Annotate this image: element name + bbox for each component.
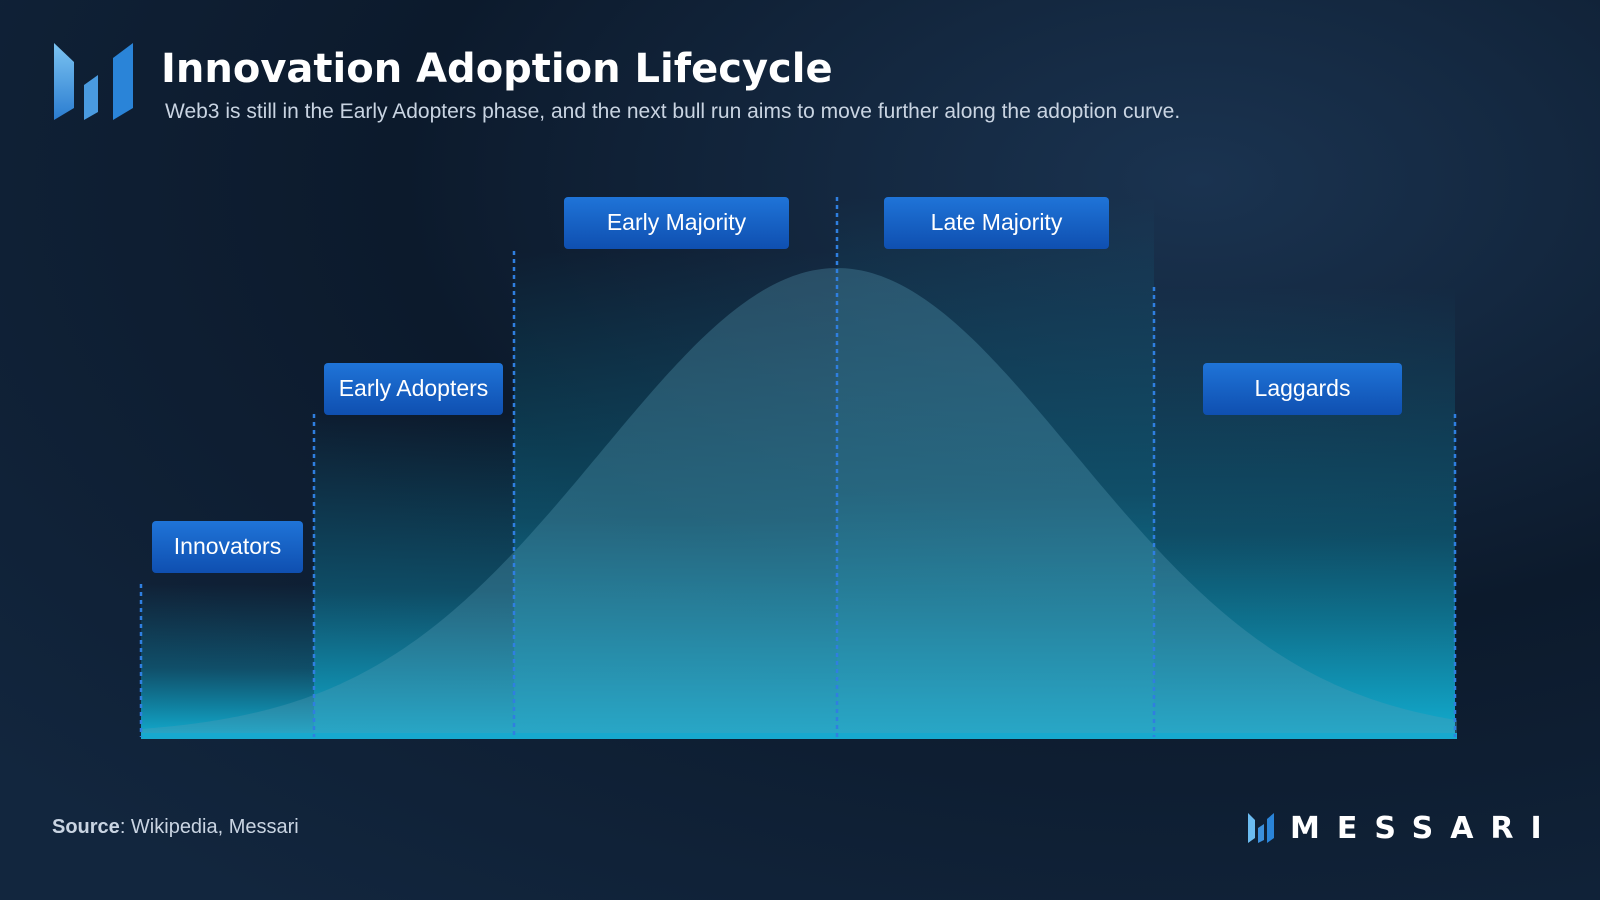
column-glow	[314, 414, 514, 737]
adoption-curve	[139, 197, 1457, 739]
column-glow	[141, 584, 314, 737]
source: Source: Wikipedia, Messari	[52, 816, 299, 838]
source-text: : Wikipedia, Messari	[120, 816, 299, 838]
bell-curve	[141, 268, 1457, 737]
segment-label: Early Majority	[607, 209, 747, 235]
brand-logo	[1248, 813, 1274, 843]
column-glow	[1154, 287, 1455, 737]
baseline	[141, 733, 1457, 739]
segment-label: Early Adopters	[339, 375, 489, 401]
segment-box	[1203, 363, 1402, 415]
segment-label: Innovators	[174, 533, 281, 559]
title: Innovation Adoption Lifecycle	[161, 46, 833, 92]
segment-box	[564, 197, 789, 249]
segment-label: Laggards	[1255, 375, 1351, 401]
segment-box	[884, 197, 1109, 249]
column-glow	[514, 251, 837, 737]
column-glow	[837, 197, 1154, 737]
subtitle: Web3 is still in the Early Adopters phas…	[165, 100, 1180, 123]
segment-box	[152, 521, 303, 573]
segment-label: Late Majority	[931, 209, 1063, 235]
segment-box	[324, 363, 503, 415]
brand: MESSARI	[1290, 811, 1559, 846]
source-label: Source	[52, 816, 120, 838]
logo	[54, 43, 133, 120]
